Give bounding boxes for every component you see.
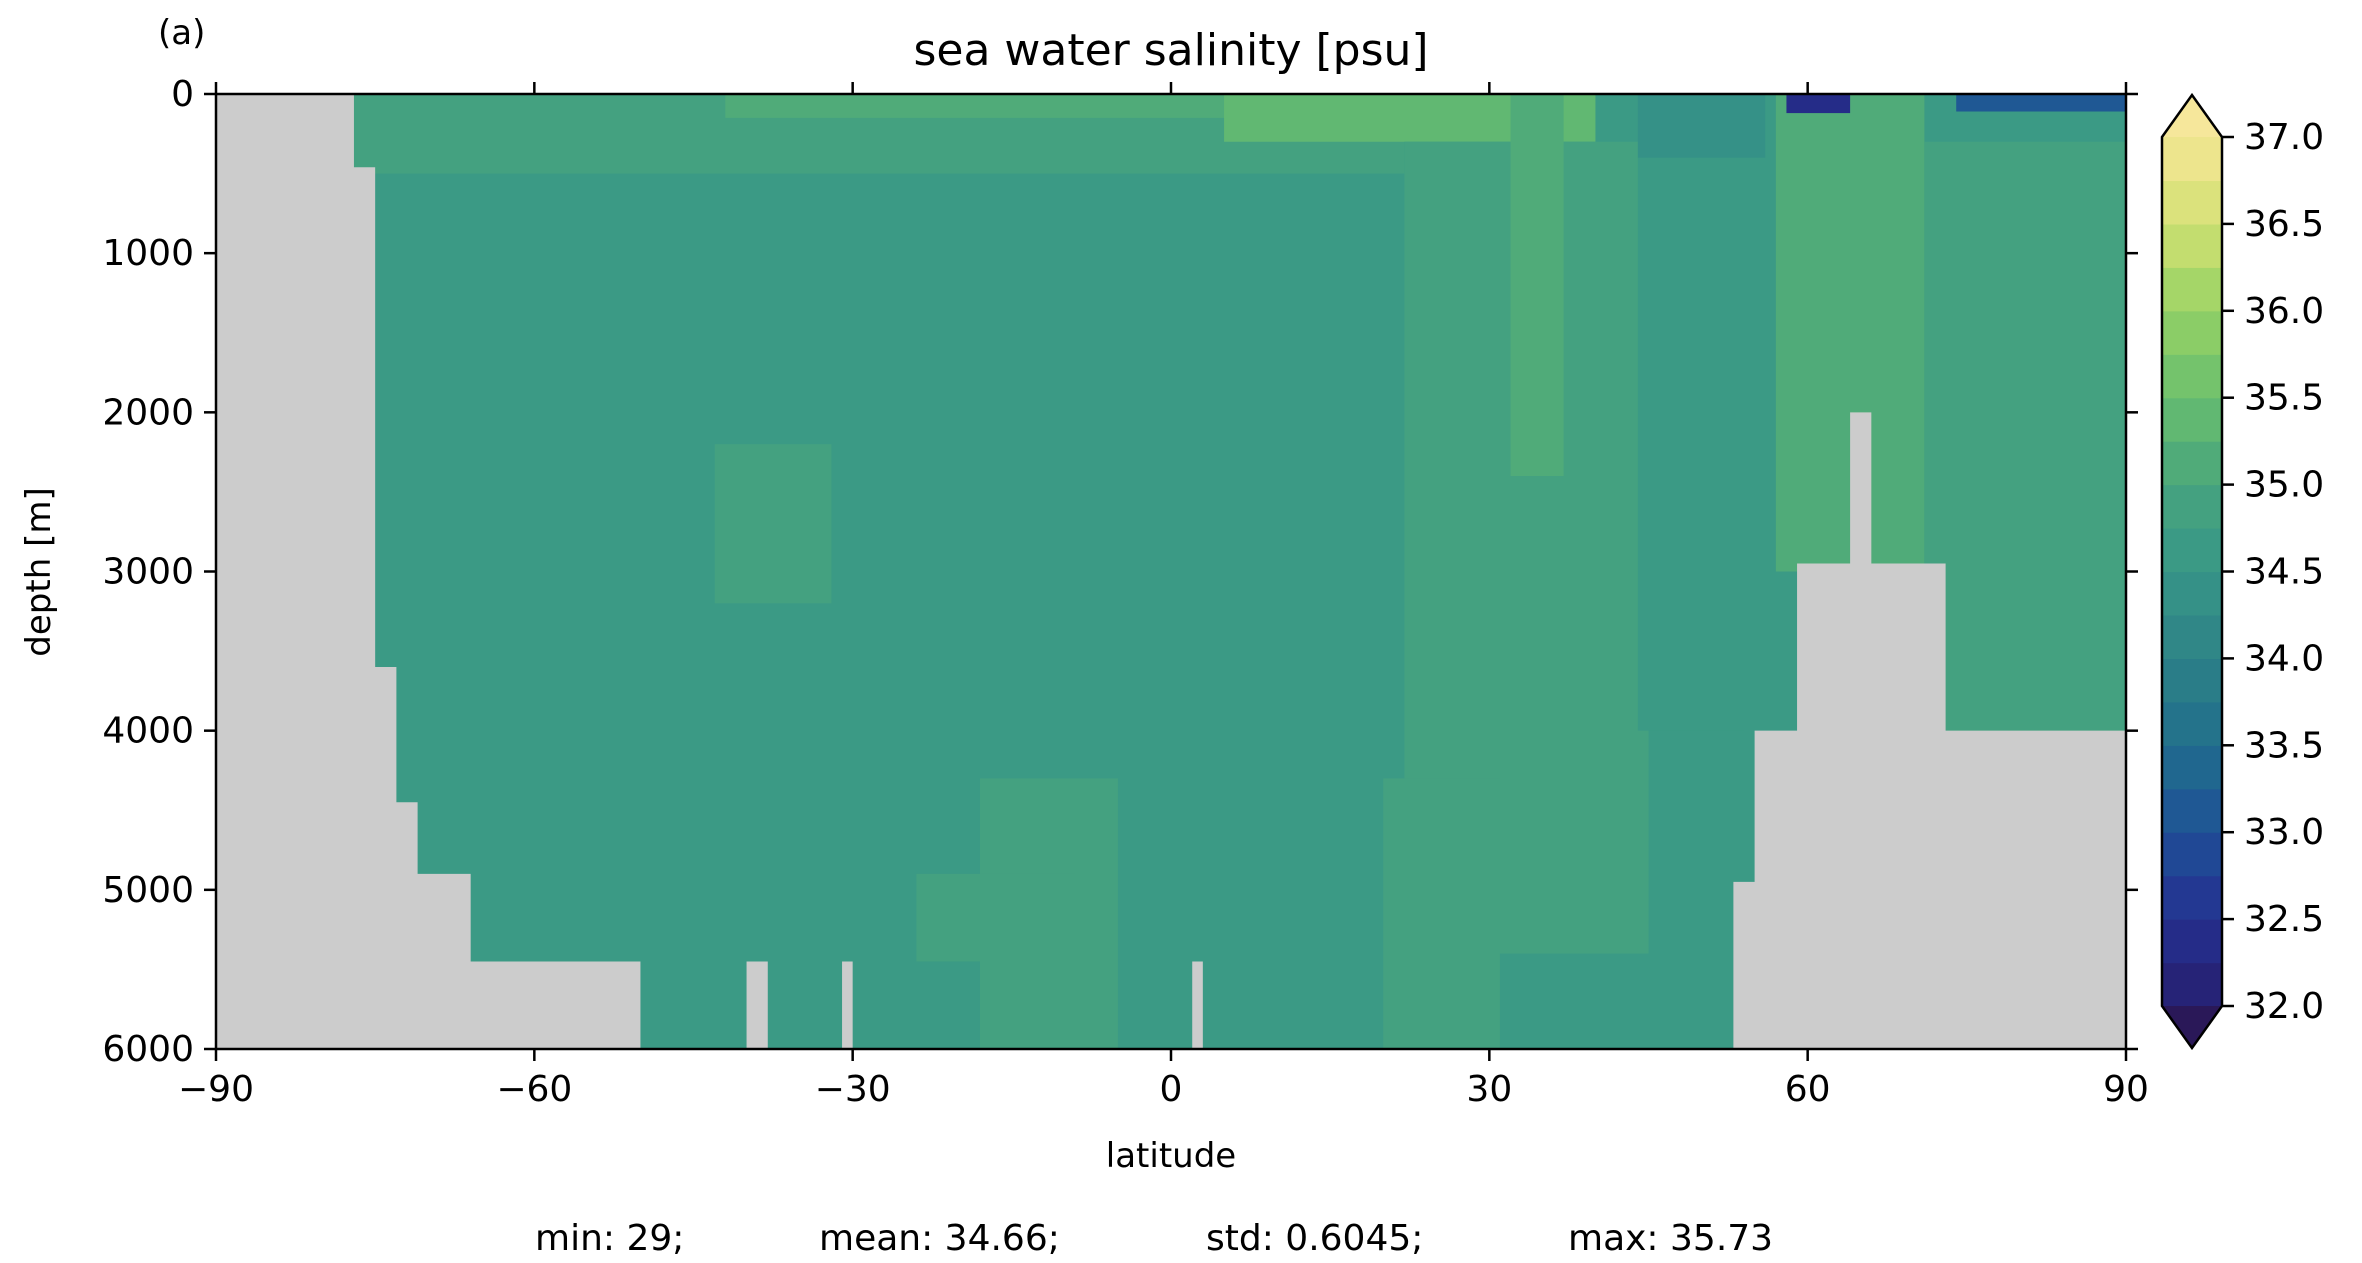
x-tick-label: −90 [178, 1069, 254, 1110]
colorbar-tick-label: 33.0 [2244, 812, 2324, 853]
y-tick-label: 1000 [102, 233, 194, 274]
colorbar-segment [2162, 441, 2222, 486]
colorbar-segment [2162, 354, 2222, 399]
salinity-region-south-deep-patch [714, 444, 832, 604]
colorbar-segment [2162, 701, 2222, 746]
salinity-region-labrador [1637, 94, 1744, 731]
colorbar-segment [2162, 832, 2222, 877]
colorbar-segment [2162, 267, 2222, 312]
x-tick-label: 0 [1160, 1069, 1183, 1110]
x-tick-label: 60 [1785, 1069, 1831, 1110]
colorbar-tick-label: 33.5 [2244, 725, 2324, 766]
x-tick-label: −30 [815, 1069, 891, 1110]
colorbar-tick-label: 37.0 [2244, 117, 2324, 158]
panel-label: (a) [158, 13, 205, 53]
salinity-region-fresh-pocket [1786, 94, 1851, 114]
colorbar-tick-label: 36.0 [2244, 291, 2324, 332]
colorbar-segment [2162, 223, 2222, 268]
colorbar-segment [2162, 919, 2222, 964]
salinity-region-mid-deep [916, 873, 1076, 962]
colorbar-segment [2162, 180, 2222, 225]
colorbar-segment [2162, 310, 2222, 355]
colorbar-segment [2162, 614, 2222, 659]
x-axis: −90 −60 −30 0 30 60 90 [178, 82, 2149, 1110]
stat-std: std: 0.6045; [1206, 1218, 1423, 1259]
colorbar-segment [2162, 658, 2222, 703]
colorbar-tick-label: 34.0 [2244, 638, 2324, 679]
colorbar-tick-label: 34.5 [2244, 552, 2324, 593]
salinity-region-north-surface [1637, 94, 1766, 158]
colorbar-segment [2162, 788, 2222, 833]
colorbar: 32.0 32.5 33.0 33.5 34.0 34.5 35.0 35.5 36.0 36.5… [2160, 92, 2324, 1051]
y-tick-label: 6000 [102, 1029, 194, 1070]
x-tick-label: −60 [496, 1069, 572, 1110]
salinity-region-fresh-shelf [1956, 94, 2126, 112]
colorbar-segment [2162, 137, 2222, 182]
land-mask [216, 94, 2126, 1049]
colorbar-tick-label: 32.0 [2244, 986, 2324, 1027]
stat-min: min: 29; [535, 1218, 684, 1259]
x-tick-label: 30 [1466, 1069, 1512, 1110]
colorbar-segment [2162, 484, 2222, 529]
x-tick-label: 90 [2103, 1069, 2149, 1110]
stat-max: max: 35.73 [1568, 1218, 1773, 1259]
colorbar-tick-label: 35.5 [2244, 378, 2324, 419]
y-tick-label: 0 [171, 74, 194, 115]
colorbar-extend-high [2162, 95, 2222, 137]
colorbar-tick-label: 35.0 [2244, 465, 2324, 506]
salinity-region-north-deep [1383, 778, 1500, 1049]
colorbar-segment [2162, 571, 2222, 616]
y-tick-label: 4000 [102, 711, 194, 752]
x-axis-label: latitude [1106, 1136, 1236, 1176]
colorbar-tick-label: 36.5 [2244, 204, 2324, 245]
stat-mean: mean: 34.66; [819, 1218, 1060, 1259]
salinity-region-arctic [1924, 141, 2126, 811]
colorbar-segment [2162, 962, 2222, 1007]
colorbar-segment [2162, 528, 2222, 573]
colorbar-segment [2162, 745, 2222, 790]
salinity-region-atlantic-ridge [1510, 94, 1564, 476]
y-axis: 0 1000 2000 3000 4000 5000 6000 [102, 74, 2138, 1070]
y-tick-label: 5000 [102, 870, 194, 911]
y-tick-label: 3000 [102, 552, 194, 593]
y-tick-label: 2000 [102, 392, 194, 433]
colorbar-extend-low [2162, 1006, 2222, 1048]
colorbar-segment [2162, 875, 2222, 920]
chart-title: sea water salinity [psu] [913, 25, 1428, 76]
colorbar-tick-label: 32.5 [2244, 899, 2324, 940]
salinity-region-subtropical-surface [725, 94, 1384, 118]
y-axis-label: depth [m] [19, 487, 59, 656]
plot-area [216, 94, 2126, 1049]
colorbar-segment [2162, 397, 2222, 442]
